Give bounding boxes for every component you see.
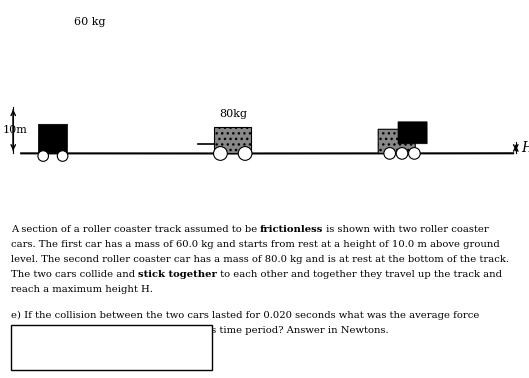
Polygon shape (39, 124, 68, 153)
Polygon shape (214, 127, 251, 153)
Text: is shown with two roller coaster: is shown with two roller coaster (323, 225, 489, 234)
Ellipse shape (38, 151, 49, 161)
Ellipse shape (238, 147, 252, 160)
Text: H: H (521, 141, 529, 155)
Text: A section of a roller coaster track assumed to be: A section of a roller coaster track assu… (11, 225, 260, 234)
Text: 80kg: 80kg (219, 109, 247, 119)
Text: to each other and together they travel up the track and: to each other and together they travel u… (217, 270, 501, 279)
Polygon shape (398, 122, 427, 144)
Polygon shape (378, 129, 415, 153)
Text: e) If the collision between the two cars lasted for 0.020 seconds what was the a: e) If the collision between the two cars… (11, 311, 479, 320)
Text: which car 1 exerted on car 2 during this time period? Answer in Newtons.: which car 1 exerted on car 2 during this… (11, 326, 388, 335)
Text: cars. The first car has a mass of 60.0 kg and starts from rest at a height of 10: cars. The first car has a mass of 60.0 k… (11, 240, 499, 249)
Text: level. The second roller coaster car has a mass of 80.0 kg and is at rest at the: level. The second roller coaster car has… (11, 255, 508, 264)
Text: 10m: 10m (3, 125, 28, 135)
Ellipse shape (214, 147, 227, 160)
Text: frictionless: frictionless (260, 225, 323, 234)
Text: 60 kg: 60 kg (74, 17, 106, 27)
Text: reach a maximum height H.: reach a maximum height H. (11, 285, 152, 294)
Ellipse shape (396, 147, 408, 159)
Text: The two cars collide and: The two cars collide and (11, 270, 138, 279)
Text: stick together: stick together (138, 270, 217, 279)
Ellipse shape (384, 147, 396, 159)
Ellipse shape (57, 151, 68, 161)
Ellipse shape (408, 147, 420, 159)
